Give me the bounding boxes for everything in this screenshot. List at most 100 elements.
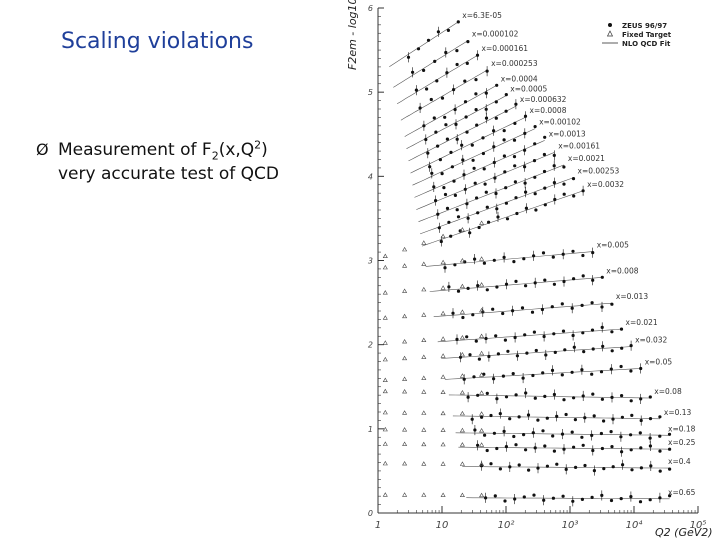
fixed-target-point: [459, 410, 465, 416]
data-point: [543, 135, 547, 139]
fixed-target-point: [402, 492, 408, 497]
fixed-target-point: [459, 257, 465, 263]
fixed-target-point: [382, 426, 388, 432]
data-point: [522, 495, 526, 499]
data-point: [541, 371, 545, 375]
data-point: [495, 446, 499, 451]
fixed-target-point: [440, 336, 446, 341]
x-tick-label: 10⁵: [690, 520, 707, 531]
data-point: [508, 417, 512, 421]
data-point: [449, 150, 453, 154]
x-tick-label: 10³: [562, 520, 579, 531]
data-point: [425, 87, 429, 91]
data-point: [444, 123, 448, 127]
data-point: [471, 313, 475, 317]
data-point: [583, 463, 587, 468]
x-bin-label: x=0.00102: [539, 118, 581, 127]
data-point: [503, 170, 507, 174]
data-point: [648, 395, 652, 399]
data-point: [470, 143, 474, 147]
fixed-target-point: [382, 460, 388, 466]
fixed-target-point: [459, 461, 465, 466]
fixed-target-point: [382, 388, 388, 394]
fixed-target-point: [382, 340, 388, 345]
data-point: [562, 165, 566, 169]
data-point: [482, 167, 486, 171]
data-point: [629, 399, 633, 403]
data-point: [491, 307, 495, 311]
x-bin-label: x=0.005: [597, 241, 629, 250]
fixed-target-point: [421, 389, 427, 394]
data-point: [495, 83, 499, 87]
data-point: [466, 40, 470, 44]
data-point: [487, 220, 491, 224]
data-point: [504, 93, 508, 97]
data-point: [520, 306, 525, 310]
data-point: [581, 443, 585, 447]
fixed-target-point: [440, 410, 446, 416]
data-point: [541, 429, 545, 433]
data-point: [450, 165, 454, 169]
data-point: [630, 468, 634, 472]
data-point: [551, 496, 555, 500]
data-point: [502, 129, 506, 133]
data-point: [455, 62, 459, 67]
data-point: [498, 467, 502, 471]
data-point: [440, 96, 445, 100]
data-point: [496, 352, 500, 356]
data-point: [481, 151, 485, 156]
fixed-target-point: [479, 427, 485, 433]
data-point: [443, 192, 448, 197]
data-point: [668, 447, 672, 451]
data-point: [524, 448, 528, 452]
data-point: [550, 305, 554, 309]
data-point: [534, 348, 538, 353]
data-point: [474, 108, 478, 112]
data-point: [484, 190, 488, 194]
x-bin-label: x=0.0004: [501, 74, 538, 83]
data-point: [543, 394, 547, 398]
data-point: [463, 79, 467, 83]
fixed-target-point: [402, 376, 408, 381]
data-point: [502, 154, 506, 158]
data-point: [422, 68, 426, 72]
y-tick-label: 2: [368, 341, 373, 350]
data-point: [525, 351, 529, 355]
data-point: [668, 467, 672, 471]
fixed-target-point: [382, 253, 388, 258]
data-point: [563, 348, 567, 352]
data-point: [536, 418, 540, 422]
data-point: [472, 166, 476, 170]
fixed-target-point: [459, 389, 465, 395]
data-point: [638, 500, 643, 504]
x-bin-label: x=0.000632: [520, 95, 567, 104]
data-point: [485, 391, 489, 395]
fixed-target-point: [421, 410, 427, 415]
x-bin-label: x=0.4: [668, 457, 691, 466]
data-point: [572, 396, 576, 400]
legend-entry: ZEUS 96/97: [622, 22, 667, 30]
data-point: [629, 433, 633, 437]
fixed-target-point: [440, 461, 446, 466]
data-point: [504, 395, 509, 399]
y-tick-label: 1: [368, 425, 373, 434]
data-point: [455, 49, 459, 53]
data-point: [543, 444, 547, 448]
fit-curve: [425, 251, 593, 267]
data-point: [592, 414, 596, 418]
fixed-target-point: [440, 310, 446, 316]
data-point: [475, 196, 479, 200]
x-tick-label: 10: [436, 520, 449, 531]
data-point: [531, 373, 535, 378]
data-point: [562, 192, 566, 196]
data-point: [465, 130, 469, 134]
data-point: [555, 462, 559, 466]
data-point: [474, 92, 478, 96]
data-point: [560, 302, 564, 306]
x-bin-label: x=0.000161: [482, 44, 529, 53]
data-point: [480, 415, 484, 419]
data-point: [512, 138, 517, 142]
data-point: [610, 445, 614, 449]
fixed-target-point: [382, 290, 388, 295]
data-point: [530, 310, 535, 314]
